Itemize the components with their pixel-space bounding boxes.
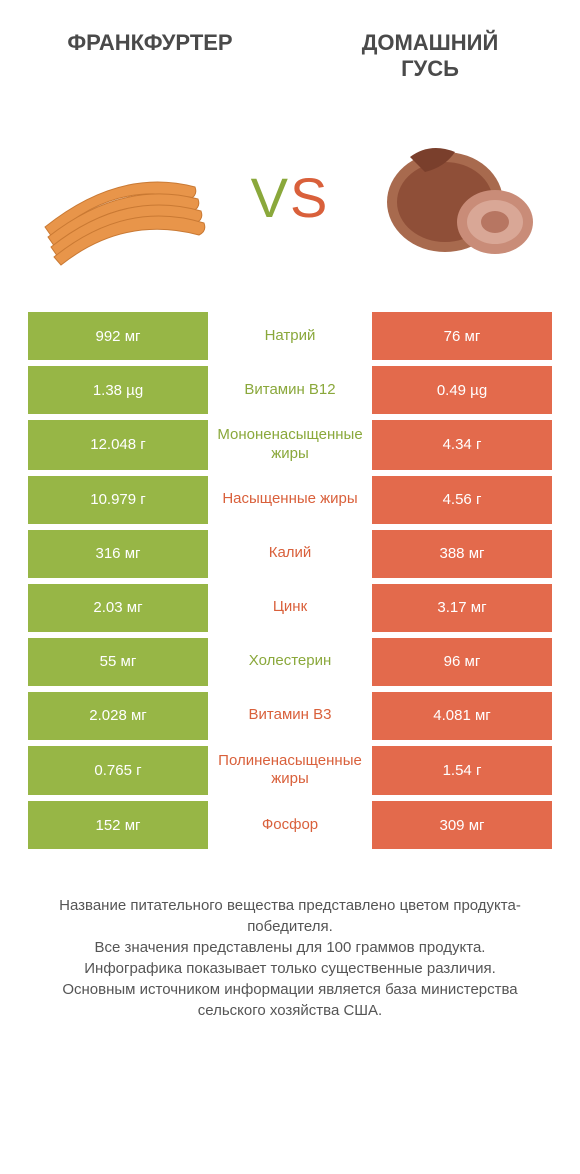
footer-line-4: Основным источником информации является … [30,979,550,1021]
table-row: 55 мгХолестерин96 мг [28,638,552,686]
footer-notes: Название питательного вещества представл… [0,855,580,1021]
left-value: 152 мг [28,801,208,849]
nutrient-label: Калий [208,530,372,578]
header-titles: ФРАНКФУРТЕР ДОМАШНИЙ ГУСЬ [0,0,580,92]
table-row: 2.03 мгЦинк3.17 мг [28,584,552,632]
left-value: 316 мг [28,530,208,578]
nutrient-label: Витамин B12 [208,366,372,414]
nutrient-label: Мононенасыщенные жиры [208,420,372,470]
table-row: 992 мгНатрий76 мг [28,312,552,360]
table-row: 152 мгФосфор309 мг [28,801,552,849]
comparison-table: 992 мгНатрий76 мг 1.38 µgВитамин B120.49 … [0,312,580,849]
left-value: 0.765 г [28,746,208,796]
left-value: 2.03 мг [28,584,208,632]
right-value: 0.49 µg [372,366,552,414]
left-value: 1.38 µg [28,366,208,414]
table-row: 2.028 мгВитамин B34.081 мг [28,692,552,740]
vs-v: V [251,166,290,229]
vs-row: VS [0,92,580,312]
table-row: 10.979 гНасыщенные жиры4.56 г [28,476,552,524]
right-food-image [370,117,550,277]
left-value: 2.028 мг [28,692,208,740]
left-value: 12.048 г [28,420,208,470]
nutrient-label: Цинк [208,584,372,632]
right-value: 76 мг [372,312,552,360]
right-value: 1.54 г [372,746,552,796]
left-food-image [30,117,210,277]
footer-line-1: Название питательного вещества представл… [30,895,550,937]
nutrient-label: Насыщенные жиры [208,476,372,524]
right-value: 4.34 г [372,420,552,470]
nutrient-label: Полиненасыщенные жиры [208,746,372,796]
nutrient-label: Витамин B3 [208,692,372,740]
table-row: 0.765 гПолиненасыщенные жиры1.54 г [28,746,552,796]
right-value: 4.081 мг [372,692,552,740]
footer-line-3: Инфографика показывает только существенн… [30,958,550,979]
right-product-title: ДОМАШНИЙ ГУСЬ [330,30,530,82]
nutrient-label: Холестерин [208,638,372,686]
table-row: 316 мгКалий388 мг [28,530,552,578]
right-value: 3.17 мг [372,584,552,632]
nutrient-label: Фосфор [208,801,372,849]
right-value: 388 мг [372,530,552,578]
right-value: 309 мг [372,801,552,849]
left-value: 992 мг [28,312,208,360]
left-value: 10.979 г [28,476,208,524]
vs-s: S [290,166,329,229]
footer-line-2: Все значения представлены для 100 граммо… [30,937,550,958]
right-value: 96 мг [372,638,552,686]
table-row: 12.048 гМононенасыщенные жиры4.34 г [28,420,552,470]
left-value: 55 мг [28,638,208,686]
right-value: 4.56 г [372,476,552,524]
nutrient-label: Натрий [208,312,372,360]
vs-label: VS [251,165,330,230]
left-product-title: ФРАНКФУРТЕР [50,30,250,82]
table-row: 1.38 µgВитамин B120.49 µg [28,366,552,414]
